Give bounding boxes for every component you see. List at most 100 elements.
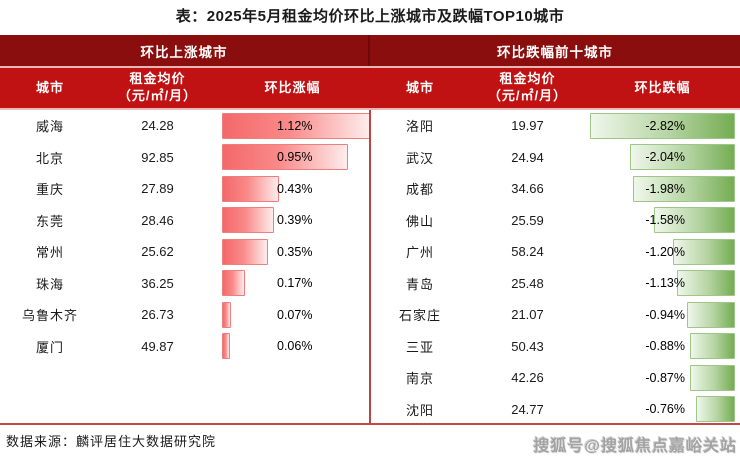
right-price-header-line2: （元/㎡/月） [487,88,568,103]
right_table-row: 三亚 50.43 -0.88% [370,331,740,363]
city-cell: 佛山 [405,213,434,229]
city-cell: 洛阳 [405,119,434,135]
change-bar [689,333,735,359]
price-cell: 50.43 [511,338,544,354]
city-cell: 石家庄 [398,308,441,324]
change-label: -0.76% [645,402,685,417]
left_table-row: 常州 25.62 0.35% [0,236,370,268]
change-bar [690,364,735,391]
change-bar [222,270,245,296]
right_table-row: 佛山 25.59 -1.58% [370,205,740,237]
price-cell: 34.66 [511,181,544,197]
right_table-row: 石家庄 21.07 -0.94% [370,299,740,331]
column-header-band: 城市 租金均价 （元/㎡/月） 环比涨幅 城市 租金均价 （元/㎡/月） 环比跌… [0,68,740,110]
change-label: -1.58% [645,213,685,228]
change-bar [222,238,269,265]
price-cell: 58.24 [511,244,544,260]
left_table-row: 厦门 49.87 0.06% [0,331,370,363]
change-label: -1.13% [645,276,685,291]
city-cell: 威海 [35,119,64,135]
price-cell: 26.73 [141,307,174,323]
city-cell: 沈阳 [405,402,434,418]
change-label: -2.04% [645,150,685,165]
change-bar [222,144,348,170]
change-bar [222,207,274,233]
price-cell: 21.07 [511,307,544,323]
change-label: -0.94% [645,307,685,322]
right-table-rows: 洛阳 19.97 -2.82% 武汉 24.94 -2.04% 成都 34.66 -1.98% 佛… [370,110,740,425]
left_table-row: 重庆 27.89 0.43% [0,173,370,205]
change-label: -1.20% [645,244,685,259]
city-cell: 常州 [35,245,64,261]
right_table-row: 青岛 25.48 -1.13% [370,268,740,300]
change-label: -1.98% [645,181,685,196]
change-label: -0.88% [645,339,685,354]
change-bar [676,270,735,296]
price-cell: 19.97 [511,118,544,134]
chart-title: 表：2025年5月租金均价环比上涨城市及跌幅TOP10城市 [175,8,565,25]
change-bar [695,396,735,422]
right_table-row: 洛阳 19.97 -2.82% [370,110,740,142]
change-label: 0.39% [277,213,313,228]
city-cell: 广州 [405,245,434,261]
change-label: 1.12% [277,118,313,133]
left_table-row: 北京 92.85 0.95% [0,142,370,174]
right_table-row: 武汉 24.94 -2.04% [370,142,740,174]
change-bar [222,301,232,328]
left-col-header-city: 城市 [35,79,64,95]
bottom-rule [0,423,740,425]
right_table-row: 沈阳 24.77 -0.76% [370,394,740,426]
change-label: 0.06% [277,339,313,354]
right-price-header-line1: 租金均价 [499,71,556,87]
right_table-row: 成都 34.66 -1.98% [370,173,740,205]
city-cell: 重庆 [35,182,64,198]
city-cell: 北京 [35,150,64,166]
change-bar [222,175,279,202]
right-col-header-city: 城市 [405,79,434,95]
price-cell: 25.59 [511,212,544,228]
price-cell: 42.26 [511,370,544,386]
change-label: -2.82% [645,118,685,133]
data-source: 数据来源：麟评居住大数据研究院 [6,434,217,449]
left-col-header-change: 环比涨幅 [264,79,321,95]
price-cell: 28.46 [141,212,174,228]
left-col-header-price: 租金均价 （元/㎡/月） [100,68,215,108]
change-bar [633,175,735,202]
change-bar [673,238,735,265]
change-label: 0.07% [277,307,313,322]
price-cell: 25.62 [141,244,174,260]
left-table-title: 环比上涨城市 [0,35,370,66]
change-label: 0.17% [277,276,313,291]
change-bar [222,333,230,359]
price-cell: 24.94 [511,149,544,165]
change-bar [686,301,735,328]
city-cell: 厦门 [35,339,64,355]
price-cell: 49.87 [141,338,174,354]
city-cell: 青岛 [405,276,434,292]
left-price-header-line1: 租金均价 [129,71,186,87]
price-cell: 24.77 [511,401,544,417]
price-cell: 92.85 [141,149,174,165]
city-cell: 乌鲁木齐 [21,308,78,324]
left_table-row: 乌鲁木齐 26.73 0.07% [0,299,370,331]
watermark: 搜狐号@搜狐焦点嘉峪关站 [533,438,737,455]
left_table-row: 珠海 36.25 0.17% [0,268,370,300]
table-title-band: 环比上涨城市 环比跌幅前十城市 [0,35,740,68]
right-col-header-change: 环比跌幅 [634,79,691,95]
price-cell: 24.28 [141,118,174,134]
change-label: 0.35% [277,244,313,259]
left_table-row: 东莞 28.46 0.39% [0,205,370,237]
change-label: -0.87% [645,370,685,385]
price-cell: 36.25 [141,275,174,291]
table-divider [369,35,371,425]
right-col-header-price: 租金均价 （元/㎡/月） [470,68,585,108]
city-cell: 珠海 [35,276,64,292]
right-table-title: 环比跌幅前十城市 [497,44,613,60]
price-cell: 25.48 [511,275,544,291]
city-cell: 东莞 [35,213,64,229]
city-cell: 成都 [405,182,434,198]
price-cell: 27.89 [141,181,174,197]
right_table-row: 南京 42.26 -0.87% [370,362,740,394]
right_table-row: 广州 58.24 -1.20% [370,236,740,268]
